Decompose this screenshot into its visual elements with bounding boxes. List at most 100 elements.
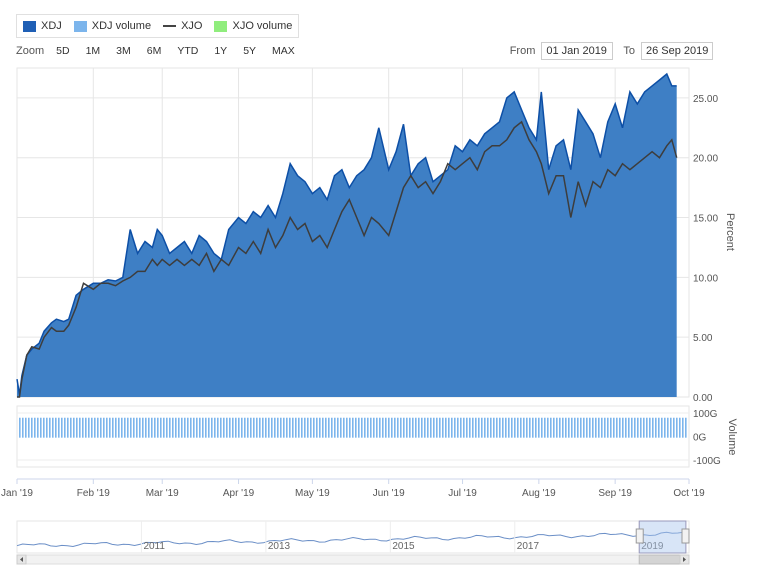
volume-bar (325, 417, 327, 438)
volume-bar (31, 417, 33, 438)
volume-bar (292, 417, 294, 438)
legend-label-xjo-volume: XJO volume (232, 20, 293, 32)
volume-bar (475, 417, 477, 438)
volume-bar (451, 417, 453, 438)
zoom-button-ytd[interactable]: YTD (171, 42, 205, 60)
volume-bar (268, 417, 270, 438)
volume-bar (367, 417, 369, 438)
from-label: From (509, 45, 536, 57)
zoom-button-5d[interactable]: 5D (50, 42, 76, 60)
volume-bar (208, 417, 210, 438)
zoom-button-max[interactable]: MAX (266, 42, 301, 60)
volume-bar (661, 417, 663, 438)
volume-bar (124, 417, 126, 438)
volume-bar (433, 417, 435, 438)
legend-item-xdj[interactable]: XDJ (17, 15, 68, 37)
volume-bar (127, 417, 129, 438)
volume-bar (307, 417, 309, 438)
volume-bar (70, 417, 72, 438)
volume-bar (151, 417, 153, 438)
volume-bar (427, 417, 429, 438)
volume-bar (355, 417, 357, 438)
navigator-selection[interactable] (638, 520, 687, 554)
volume-bar (25, 417, 27, 438)
volume-bar (685, 417, 687, 438)
volume-bar (286, 417, 288, 438)
volume-axis-label: Volume (726, 419, 738, 456)
volume-bar (280, 417, 282, 438)
legend-item-xdj-volume[interactable]: XDJ volume (68, 15, 157, 37)
zoom-button-1y[interactable]: 1Y (208, 42, 234, 60)
volume-bar (556, 417, 558, 438)
volume-bar (106, 417, 108, 438)
volume-bar (658, 417, 660, 438)
volume-tick-label: -100G (693, 456, 721, 467)
volume-bar (598, 417, 600, 438)
zoom-button-6m[interactable]: 6M (140, 42, 168, 60)
x-tick-label: Sep '19 (598, 488, 632, 499)
volume-bar (19, 417, 21, 438)
zoom-button-3m[interactable]: 3M (110, 42, 137, 60)
volume-bar (97, 417, 99, 438)
volume-bar (382, 417, 384, 438)
scrollbar-track[interactable] (16, 554, 690, 565)
volume-bar (493, 417, 495, 438)
volume-bar (190, 417, 192, 438)
volume-bar (412, 417, 414, 438)
volume-bar (310, 417, 312, 438)
scrollbar-thumb[interactable] (638, 554, 681, 565)
volume-bar (154, 417, 156, 438)
legend-label-xjo: XJO (181, 20, 203, 32)
legend-item-xjo[interactable]: XJO (157, 15, 208, 37)
volume-bar (436, 417, 438, 438)
volume-bar (334, 417, 336, 438)
navigator-handle-right[interactable] (681, 528, 690, 544)
volume-bar (46, 417, 48, 438)
to-date-input[interactable] (641, 42, 713, 60)
volume-bar (277, 417, 279, 438)
volume-bar (679, 417, 681, 438)
y-tick-label: 10.00 (693, 273, 718, 284)
volume-bar (487, 417, 489, 438)
x-tick-label: Oct '19 (673, 488, 705, 499)
zoom-button-1m[interactable]: 1M (79, 42, 107, 60)
volume-bar (148, 417, 150, 438)
volume-bar (217, 417, 219, 438)
volume-bar (415, 417, 417, 438)
navigator[interactable]: 2011 2013 2015 2017 2019 (16, 520, 690, 565)
volume-bar (169, 417, 171, 438)
volume-panel (16, 405, 690, 468)
volume-bar (133, 417, 135, 438)
legend-label-xdj-volume: XDJ volume (91, 20, 152, 32)
legend-item-xjo-volume[interactable]: XJO volume (208, 15, 298, 37)
volume-bar (418, 417, 420, 438)
legend-swatch-xdj (23, 20, 36, 32)
volume-bar (157, 417, 159, 438)
from-date-input[interactable] (541, 42, 614, 60)
volume-bar (496, 417, 498, 438)
volume-bar (478, 417, 480, 438)
volume-bar (631, 417, 633, 438)
navigator-handle-left[interactable] (635, 528, 644, 544)
zoom-button-5y[interactable]: 5Y (237, 42, 263, 60)
volume-bar (523, 417, 525, 438)
volume-bar (64, 417, 66, 438)
volume-bar (79, 417, 81, 438)
volume-bar (466, 417, 468, 438)
volume-bar (439, 417, 441, 438)
volume-bar (526, 417, 528, 438)
volume-bar (565, 417, 567, 438)
volume-bar (607, 417, 609, 438)
volume-bar (622, 417, 624, 438)
x-tick-label: Jun '19 (373, 488, 405, 499)
volume-bar (619, 417, 621, 438)
xdj-line (16, 72, 677, 395)
legend-swatch-xdj-volume (73, 20, 87, 32)
volume-bar (313, 417, 315, 438)
volume-bar (589, 417, 591, 438)
volume-bar (289, 417, 291, 438)
volume-bar (172, 417, 174, 438)
volume-bar (424, 417, 426, 438)
volume-bar (625, 417, 627, 438)
volume-bar (559, 417, 561, 438)
